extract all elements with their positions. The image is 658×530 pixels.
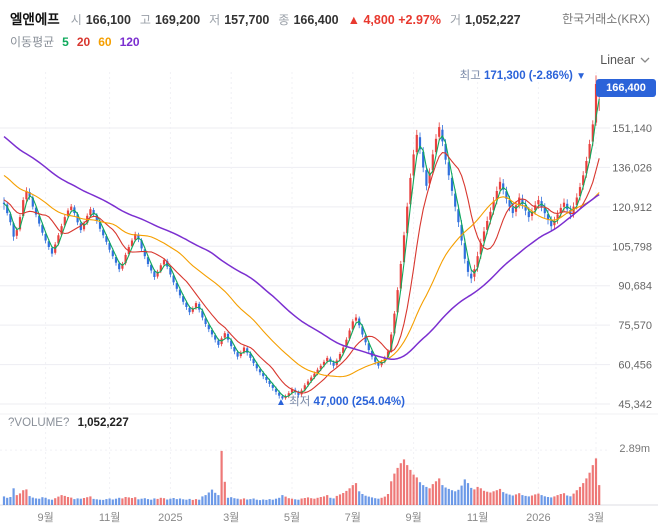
x-axis-label: 3월 [588, 511, 604, 524]
high-label: 고 [139, 13, 151, 27]
x-axis-label: 9월 [37, 511, 53, 524]
exchange-label: 한국거래소(KRX) [562, 12, 650, 26]
period-low-value: 47,000 (254.04%) [313, 396, 405, 408]
volume-value: 1,052,227 [465, 13, 521, 27]
y-axis-label: 90,684 [618, 281, 652, 293]
chevron-down-icon [640, 57, 650, 63]
ma-20-legend: 20 [76, 35, 91, 49]
x-axis-label: 11월 [467, 511, 489, 524]
open-label: 시 [70, 13, 82, 27]
candles-layer [2, 75, 601, 400]
volume-pane-label: ?VOLUME? [8, 417, 70, 429]
quote-header: 엘앤에프 시 166,100 고 169,200 저 157,700 종 166,400… [10, 8, 521, 28]
change-badge: ▲ 4,800 +2.97% [347, 13, 441, 27]
stock-name: 엘앤에프 [10, 12, 60, 27]
ma-legend: 이동평균 5 20 60 120 [10, 33, 140, 50]
period-low-label: 최저 [289, 396, 311, 408]
y-axis-label: 136,026 [612, 162, 652, 174]
x-axis-label: 2026 [526, 512, 550, 524]
y-axis-label: 105,798 [612, 241, 652, 253]
x-axis-label: 5월 [284, 511, 300, 524]
ma-5-line [3, 98, 600, 398]
current-price-tag: 166,400 [596, 79, 656, 97]
volume-bars [2, 450, 601, 506]
period-high-label: 최고 [459, 70, 481, 82]
y-axis-label: 151,140 [612, 123, 652, 135]
grid-layer: 151,140 136,026 120,912 105,798 90,684 75,570… [0, 72, 658, 524]
period-high-annotation: 최고 171,300 (-2.86%) ▼ [460, 67, 586, 83]
y-axis-label: 75,570 [618, 320, 652, 332]
ma-60-legend: 60 [98, 35, 112, 49]
ma-20-line [3, 152, 600, 394]
close-label: 종 [278, 13, 290, 27]
period-low-annotation: ▲ 최저 47,000 (254.04%) [276, 393, 405, 409]
close-value: 166,400 [293, 13, 339, 27]
x-axis-label: 11월 [99, 511, 121, 524]
x-axis-label: 3월 [223, 511, 239, 524]
arrow-up-icon: ▲ [276, 397, 286, 408]
x-axis-label: 2025 [158, 512, 182, 524]
ma-legend-label: 이동평균 [10, 35, 55, 49]
ma-5-legend: 5 [62, 35, 69, 49]
open-value: 166,100 [85, 13, 131, 27]
ma-60-line [3, 174, 600, 378]
volume-pane-header: ?VOLUME? 1,052,227 [8, 417, 129, 429]
y-axis-label: 60,456 [618, 360, 652, 372]
low-value: 157,700 [224, 13, 270, 27]
arrow-down-icon: ▼ [576, 71, 586, 82]
high-value: 169,200 [154, 13, 201, 27]
y-axis-label: 120,912 [612, 202, 652, 214]
volume-axis-label: 2.89m [619, 443, 650, 455]
x-axis-label: 7월 [345, 511, 361, 524]
y-axis-label: 45,342 [618, 399, 652, 411]
scale-selector[interactable]: Linear [600, 53, 650, 67]
ma-120-line [3, 136, 600, 360]
period-high-value: 171,300 (-2.86%) [484, 70, 573, 82]
low-label: 저 [209, 13, 221, 27]
scale-selector-label: Linear [600, 53, 635, 67]
volume-label: 거 [449, 13, 462, 27]
volume-pane-value: 1,052,227 [77, 417, 129, 429]
x-axis-label: 9월 [405, 511, 421, 524]
ma-120-legend: 120 [119, 35, 140, 49]
